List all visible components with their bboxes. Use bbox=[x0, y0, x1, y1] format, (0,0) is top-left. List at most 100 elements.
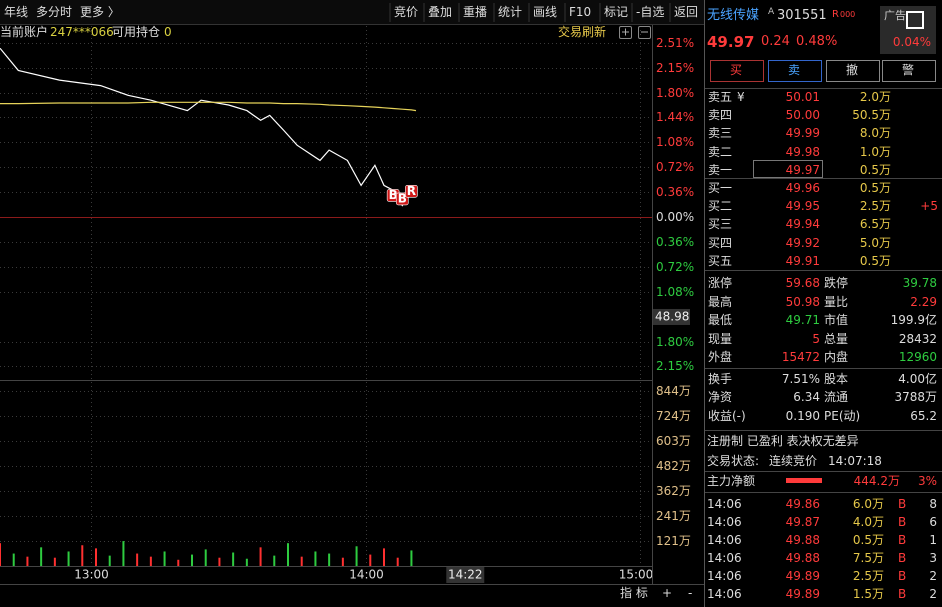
stat-label: 外盘 bbox=[708, 350, 733, 364]
flow-pct: 3% bbox=[917, 474, 937, 488]
trade-count: 6 bbox=[929, 515, 937, 529]
volume-bar bbox=[245, 558, 248, 566]
refresh-button[interactable]: 交易刷新 bbox=[558, 25, 607, 39]
ad-pct: 0.04% bbox=[892, 35, 931, 49]
volume-bar bbox=[53, 557, 56, 566]
toolbar-tab[interactable]: 年线 bbox=[4, 5, 29, 19]
trade-time: 14:06 bbox=[707, 497, 742, 511]
toolbar-button[interactable]: 竞价 bbox=[394, 5, 419, 19]
toolbar-button[interactable]: F10 bbox=[569, 5, 592, 19]
zoom-out-icon[interactable] bbox=[638, 26, 651, 39]
y-tick-label: 844万 bbox=[656, 384, 691, 398]
toolbar-button[interactable]: 返回 bbox=[674, 5, 699, 19]
price-line bbox=[0, 101, 417, 112]
stat-label: PE(动) bbox=[824, 409, 861, 423]
footer-button[interactable]: - bbox=[688, 586, 693, 600]
trade-button[interactable] bbox=[826, 60, 880, 82]
volume-bar bbox=[108, 555, 111, 566]
volume-bar bbox=[369, 554, 372, 566]
stat-value: 2.29 bbox=[910, 295, 937, 309]
volume-bar bbox=[163, 551, 166, 566]
trade-button[interactable] bbox=[710, 60, 764, 82]
y-tick-label: 1.08% bbox=[656, 285, 694, 299]
volume-bar bbox=[273, 555, 276, 566]
ask-level: 卖五 bbox=[708, 90, 733, 104]
toolbar-button[interactable]: 叠加 bbox=[428, 5, 453, 19]
zoom-in-icon[interactable] bbox=[619, 26, 632, 39]
volume-bar bbox=[300, 556, 303, 566]
volume-bar bbox=[0, 543, 1, 566]
bid-level: 买五 bbox=[708, 253, 733, 268]
currency-icon: ¥ bbox=[737, 90, 745, 104]
trade-button-label[interactable]: 警 bbox=[902, 63, 915, 77]
stat-label: 流通 bbox=[824, 390, 849, 404]
footer-button[interactable]: + bbox=[662, 586, 673, 600]
stock-flag: A bbox=[768, 7, 775, 17]
volume-bar bbox=[177, 559, 180, 566]
toolbar-button[interactable]: 标记 bbox=[604, 5, 629, 19]
trade-button-label[interactable]: 撤 bbox=[846, 63, 859, 77]
trade-volume: 0.5万 bbox=[852, 533, 884, 547]
x-tick-label: 14:00 bbox=[349, 568, 384, 582]
volume-bar bbox=[204, 549, 207, 566]
toolbar-button[interactable]: 重播 bbox=[463, 5, 488, 19]
stat-value: 50.98 bbox=[785, 295, 820, 309]
toolbar-button[interactable]: -自选 bbox=[636, 5, 665, 19]
y-tick-label: 724万 bbox=[656, 409, 691, 423]
stat-label: 市值 bbox=[824, 313, 849, 327]
y-tick-label: 0.36% bbox=[656, 185, 694, 199]
ad-box[interactable] bbox=[880, 6, 936, 54]
bid-level: 买四 bbox=[708, 235, 733, 250]
stat-value: 59.68 bbox=[785, 276, 820, 290]
footer-button[interactable]: 指 标 bbox=[620, 586, 648, 600]
trade-marker-label: R bbox=[407, 184, 416, 198]
stat-label: 股本 bbox=[824, 372, 849, 386]
trade-side: B bbox=[898, 551, 907, 565]
stat-value: 15472 bbox=[781, 350, 820, 364]
trade-button[interactable] bbox=[768, 60, 822, 82]
toolbar-tab[interactable]: 更多 〉 bbox=[80, 5, 120, 19]
y-tick-label: 2.15% bbox=[656, 359, 694, 373]
stat-label: 最低 bbox=[708, 313, 733, 327]
stat-label: 内盘 bbox=[824, 350, 849, 364]
toolbar-tab[interactable]: 多分时 bbox=[36, 5, 73, 19]
ask-level: 卖一 bbox=[708, 162, 733, 177]
stat-label: 跌停 bbox=[824, 276, 849, 290]
trade-count: 2 bbox=[929, 587, 937, 601]
status-value: 连续竞价 bbox=[769, 454, 818, 468]
bid-volume: 5.0万 bbox=[859, 235, 891, 250]
selected-row bbox=[753, 160, 823, 178]
trade-price: 49.88 bbox=[785, 533, 820, 547]
volume-bar bbox=[232, 552, 235, 566]
bid-volume: 6.5万 bbox=[859, 217, 891, 232]
stat-label: 总量 bbox=[824, 332, 849, 346]
trade-button[interactable] bbox=[882, 60, 936, 82]
y-tick-label: 1.80% bbox=[656, 335, 694, 349]
trade-count: 8 bbox=[929, 497, 937, 511]
last-price: 49.97 bbox=[707, 33, 755, 51]
bid-volume: 0.5万 bbox=[859, 253, 891, 268]
account-id: 247***066 bbox=[50, 25, 114, 39]
ask-volume: 0.5万 bbox=[859, 162, 891, 177]
volume-bar bbox=[40, 547, 43, 566]
x-tick-label: 13:00 bbox=[74, 568, 109, 582]
stat-label: 净资 bbox=[708, 390, 733, 404]
y-tick-label: 0.00% bbox=[656, 210, 694, 224]
toolbar-button[interactable]: 统计 bbox=[498, 5, 523, 19]
volume-bar bbox=[314, 551, 317, 566]
expand-icon[interactable] bbox=[906, 11, 924, 29]
stat-value: 4.00亿 bbox=[898, 372, 937, 386]
trade-button-label[interactable]: 买 bbox=[730, 63, 743, 77]
stock-badge: R bbox=[832, 9, 839, 20]
toolbar-button[interactable]: 画线 bbox=[533, 5, 558, 19]
trade-time: 14:06 bbox=[707, 533, 742, 547]
ask-volume: 50.5万 bbox=[852, 108, 891, 123]
trade-button-label[interactable]: 卖 bbox=[788, 63, 801, 77]
holdings-label: 可用持仓 bbox=[112, 25, 161, 39]
toolbar-bg bbox=[0, 0, 704, 24]
y-tick-label: 2.15% bbox=[656, 61, 694, 75]
stat-label: 换手 bbox=[708, 372, 733, 386]
bid-price: 49.95 bbox=[785, 199, 820, 214]
trade-price: 49.89 bbox=[785, 569, 820, 583]
